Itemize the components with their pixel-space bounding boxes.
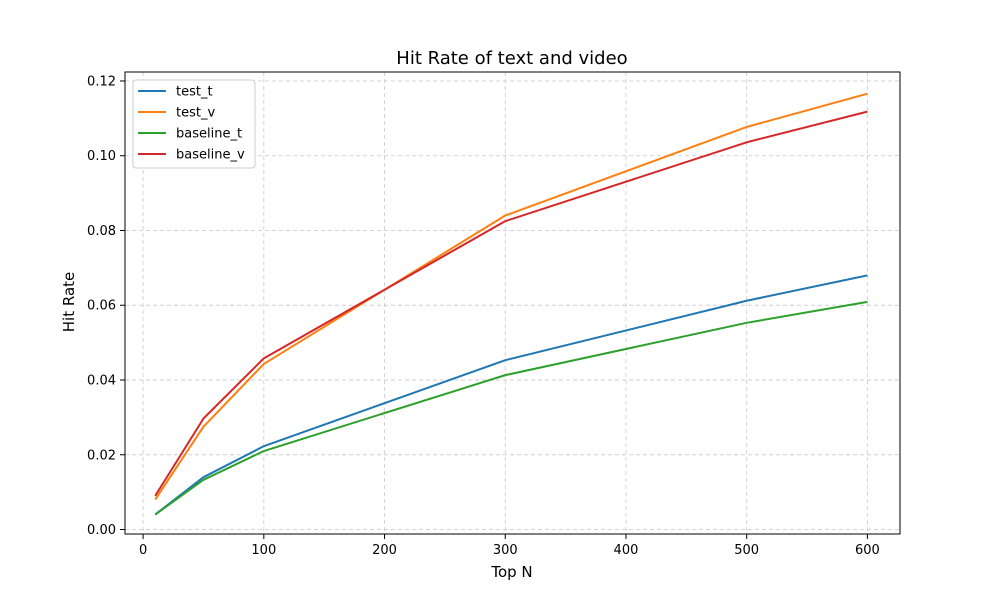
grid-lines xyxy=(125,72,900,534)
y-axis-label: Hit Rate xyxy=(60,272,78,333)
legend-label: test_v xyxy=(176,106,215,121)
y-tick-label: 0.02 xyxy=(87,448,116,463)
y-tick-label: 0.10 xyxy=(87,149,116,164)
x-tick-label: 400 xyxy=(614,543,639,558)
y-tick-label: 0.08 xyxy=(87,224,116,239)
series-line-baseline_v xyxy=(154,110,868,497)
series-line-test_v xyxy=(154,92,868,501)
x-tick-label: 600 xyxy=(855,543,880,558)
x-tick-label: 100 xyxy=(251,543,276,558)
x-tick-label: 0 xyxy=(139,543,147,558)
x-tick-label: 500 xyxy=(734,543,759,558)
y-tick-label: 0.00 xyxy=(87,523,116,538)
legend: test_t test_v baseline_t baseline_v xyxy=(132,79,256,169)
x-axis-label: Top N xyxy=(490,563,532,581)
axis-ticks: 0 100 200 300 400 500 600 0.00 0.02 0.04 0.06 0.08 0… xyxy=(87,74,880,558)
chart-title: Hit Rate of text and video xyxy=(396,48,627,69)
legend-frame xyxy=(132,79,256,169)
y-tick-label: 0.12 xyxy=(87,74,116,89)
series-line-baseline_t xyxy=(154,300,868,516)
y-tick-label: 0.04 xyxy=(87,374,116,389)
plot-series xyxy=(154,92,868,516)
series-line-test_t xyxy=(154,274,868,516)
legend-label: baseline_v xyxy=(176,148,245,163)
plot-frame xyxy=(124,71,901,535)
legend-label: baseline_t xyxy=(176,127,242,142)
legend-label: test_t xyxy=(176,85,213,100)
x-tick-label: 200 xyxy=(372,543,397,558)
x-tick-label: 300 xyxy=(493,543,518,558)
y-tick-label: 0.06 xyxy=(87,299,116,314)
